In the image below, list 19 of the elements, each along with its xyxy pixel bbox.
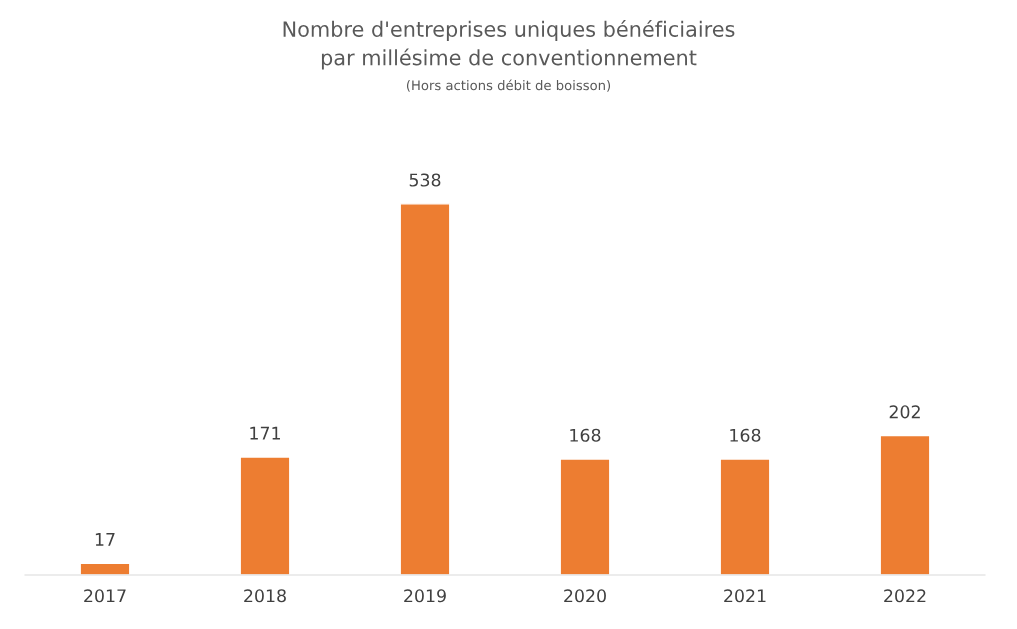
- data-label: 168: [730, 428, 761, 442]
- data-label: 538: [409, 173, 441, 187]
- x-tick-label: 2019: [404, 589, 446, 603]
- bar: [559, 458, 611, 575]
- data-label: 168: [570, 428, 601, 442]
- x-tick-label: 2018: [244, 589, 286, 603]
- x-tick-label: 2020: [564, 589, 606, 603]
- x-tick-label: 2021: [724, 589, 766, 603]
- data-label: 171: [250, 426, 280, 440]
- data-label: 17: [95, 533, 115, 546]
- data-label: 202: [889, 405, 920, 419]
- bar: [239, 456, 291, 575]
- chart-subtitle: (Hors actions débit de boisson): [406, 79, 611, 92]
- bar: [719, 458, 771, 575]
- x-tick-label: 2017: [84, 589, 126, 603]
- bar: [879, 434, 931, 575]
- x-tick-label: 2022: [884, 589, 926, 603]
- chart-title: Nombre d'entreprises uniques bénéficiaires par millésime de conventionnement: [283, 20, 735, 70]
- bar: [399, 203, 451, 575]
